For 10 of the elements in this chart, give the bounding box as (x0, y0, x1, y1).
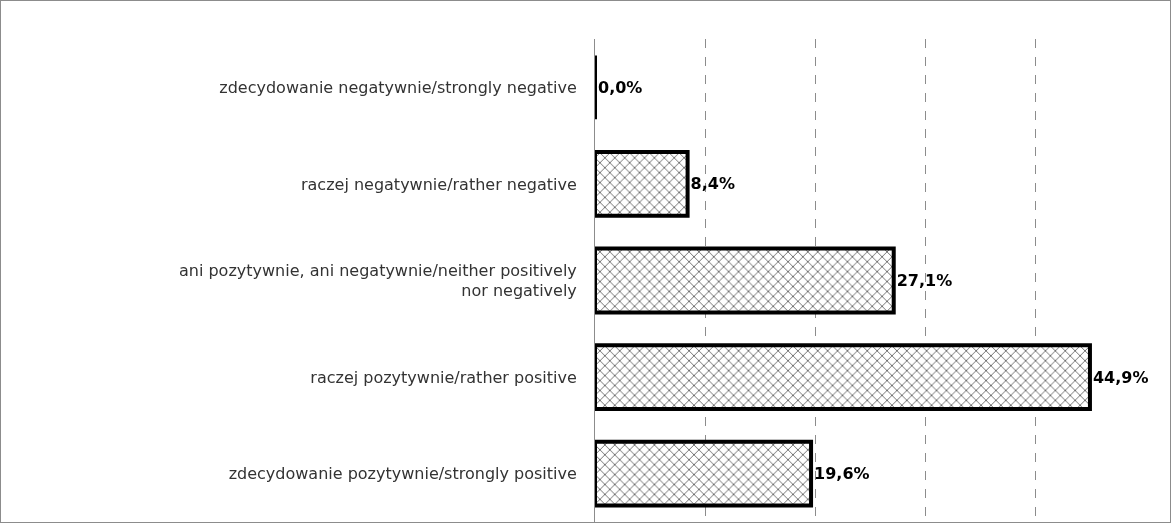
y-tick-label: ani pozytywnie, ani negatywnie/neither positively nor negatively (178, 260, 577, 301)
y-tick-label: raczej negatywnie/rather negative (300, 174, 577, 194)
data-label: 19,6% (814, 464, 870, 484)
data-label: 27,1% (896, 271, 953, 290)
data-label: 44,9% (1092, 367, 1149, 387)
y-tick-label: zdecydowanie negatywnie/strongly negative (219, 77, 577, 97)
data-label: 0,0% (598, 77, 643, 97)
data-label: 8,4% (690, 174, 735, 194)
y-tick-label: raczej pozytywnie/rather positive (310, 367, 577, 387)
y-tick-label: zdecydowanie pozytywnie/strongly positive (228, 464, 577, 484)
